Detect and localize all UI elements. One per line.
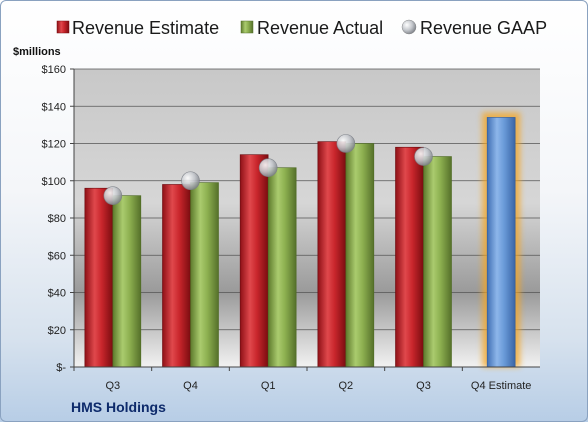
y-axis-unit-label: $millions <box>13 46 61 58</box>
bars <box>84 112 521 368</box>
x-tick-label: Q4 Estimate <box>471 380 532 392</box>
gaap-marker <box>258 158 278 178</box>
x-tick-label: Q2 <box>338 380 353 392</box>
y-tick-label: $60 <box>48 250 66 262</box>
estimate-bar <box>84 187 114 368</box>
x-tick-label: Q1 <box>261 380 276 392</box>
gaap-marker <box>181 171 200 191</box>
legend-label-estimate: Revenue Estimate <box>72 18 219 38</box>
y-tick-label: $160 <box>42 64 66 76</box>
y-tick-label: $80 <box>48 213 66 225</box>
legend-label-gaap: Revenue GAAP <box>420 18 547 38</box>
actual-bar <box>345 143 375 368</box>
x-tick-label: Q4 <box>183 380 198 392</box>
gaap-markers <box>103 134 433 205</box>
estimate-bar <box>162 184 191 368</box>
gaap-marker <box>414 147 433 166</box>
estimate-bar <box>395 146 424 368</box>
y-tick-label: $40 <box>48 288 66 300</box>
y-tick-label: $100 <box>42 176 66 188</box>
company-name: HMS Holdings <box>71 399 166 415</box>
legend-label-actual: Revenue Actual <box>257 18 383 38</box>
legend-item-gaap: Revenue GAAP <box>401 18 547 38</box>
legend-item-estimate: Revenue Estimate <box>56 18 219 38</box>
actual-bar <box>267 167 297 368</box>
gaap-marker <box>103 186 123 205</box>
y-tick-label: $120 <box>42 139 66 151</box>
actual-bar <box>112 195 142 368</box>
actual-bar <box>190 182 219 368</box>
actual-bar <box>423 156 452 368</box>
gaap-marker <box>336 134 356 153</box>
legend-swatch-estimate <box>56 20 70 34</box>
legend-item-actual: Revenue Actual <box>240 18 383 38</box>
estimate-bar <box>239 154 269 368</box>
legend: Revenue Estimate Revenue Actual Revenue … <box>56 18 547 38</box>
q4-estimate-bar <box>486 117 516 368</box>
x-tick-label: Q3 <box>416 380 431 392</box>
y-tick-label: $- <box>56 362 66 374</box>
legend-swatch-actual <box>240 20 254 34</box>
y-tick-label: $20 <box>48 325 66 337</box>
legend-swatch-gaap <box>401 19 417 35</box>
y-tick-label: $140 <box>42 101 66 113</box>
x-tick-label: Q3 <box>105 380 120 392</box>
axes: $- $20 $40 $60 $80 $100 $120 $140 $160 Q3 Q4 Q1 Q2 Q3… <box>42 64 540 392</box>
estimate-bar <box>317 141 347 368</box>
